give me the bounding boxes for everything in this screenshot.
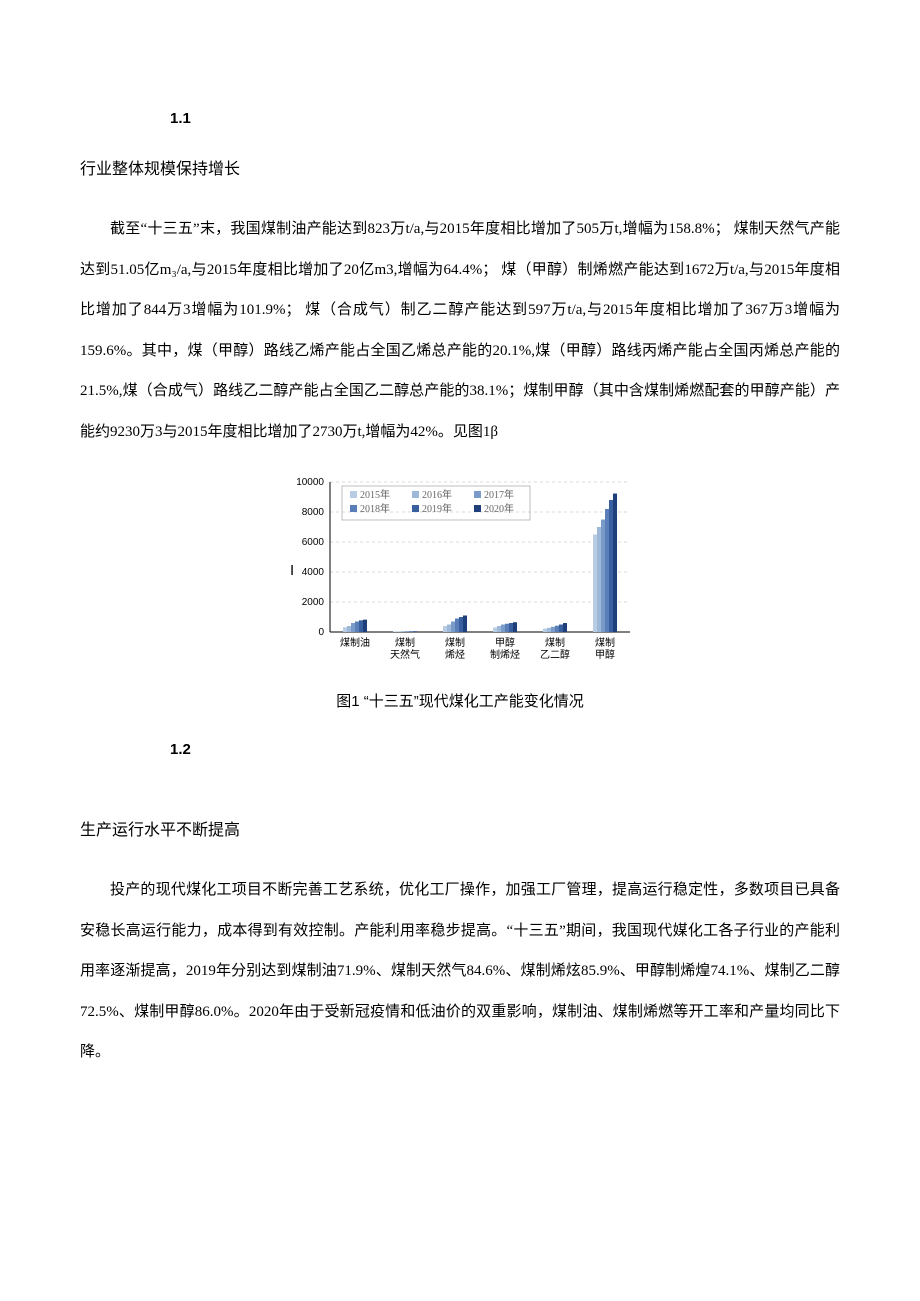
svg-text:制烯烃: 制烯烃 xyxy=(490,648,520,661)
svg-text:6000: 6000 xyxy=(302,537,325,548)
svg-text:煤制油: 煤制油 xyxy=(340,636,370,649)
svg-text:煤制: 煤制 xyxy=(545,636,565,649)
svg-text:煤制: 煤制 xyxy=(395,636,415,649)
section-number-1-1: 1.1 xyxy=(170,110,840,127)
svg-text:煤制: 煤制 xyxy=(595,636,615,649)
svg-text:烯烃: 烯烃 xyxy=(445,648,465,661)
svg-text:2015年: 2015年 xyxy=(360,488,390,501)
svg-text:2017年: 2017年 xyxy=(484,488,514,501)
svg-text:煤制: 煤制 xyxy=(445,636,465,649)
figure-1-container: 0200040006000800010000Ⅰ煤制油煤制天然气煤制烯烃甲醇制烯烃… xyxy=(275,472,645,672)
heading-production-operation: 生产运行水平不断提高 xyxy=(80,816,840,840)
svg-text:2016年: 2016年 xyxy=(422,488,452,501)
figure-1-caption: 图1 “十三五”现代煤化工产能变化情况 xyxy=(80,690,840,711)
svg-text:10000: 10000 xyxy=(296,477,324,488)
paragraph-section-1-2: 投产的现代煤化工项目不断完善工艺系统，优化工厂操作，加强工厂管理，提高运行稳定性… xyxy=(80,870,840,1073)
bar-chart-capacity: 0200040006000800010000Ⅰ煤制油煤制天然气煤制烯烃甲醇制烯烃… xyxy=(275,472,645,672)
section-number-1-2: 1.2 xyxy=(170,741,840,758)
svg-text:甲醇: 甲醇 xyxy=(595,648,615,661)
svg-text:乙二醇: 乙二醇 xyxy=(540,648,570,661)
heading-industry-scale: 行业整体规模保持增长 xyxy=(80,155,840,179)
svg-text:2000: 2000 xyxy=(302,597,325,608)
spacer xyxy=(80,786,840,816)
svg-text:天然气: 天然气 xyxy=(390,648,420,661)
svg-text:0: 0 xyxy=(318,627,324,638)
svg-text:2019年: 2019年 xyxy=(422,502,452,515)
svg-text:4000: 4000 xyxy=(302,567,325,578)
svg-text:Ⅰ: Ⅰ xyxy=(290,564,294,579)
document-page: 1.1 行业整体规模保持增长 截至“十三五”末，我国煤制油产能达到823万t/a… xyxy=(0,0,920,1153)
svg-text:甲醇: 甲醇 xyxy=(495,636,515,649)
svg-text:8000: 8000 xyxy=(302,507,325,518)
svg-text:2018年: 2018年 xyxy=(360,502,390,515)
svg-text:2020年: 2020年 xyxy=(484,502,514,515)
paragraph-section-1-1: 截至“十三五”末，我国煤制油产能达到823万t/a,与2015年度相比增加了50… xyxy=(80,209,840,452)
